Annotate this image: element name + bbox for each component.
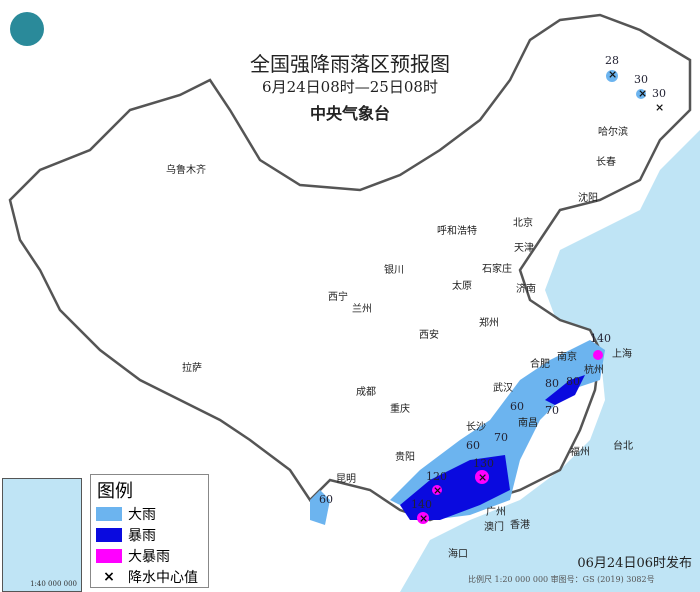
city-label: 济南 <box>516 284 536 295</box>
heavy-rain-area-ne <box>636 89 646 99</box>
city-label: 西安 <box>419 330 439 341</box>
extreme-rain-area <box>417 512 429 524</box>
city-label: 重庆 <box>390 404 410 415</box>
city-label: 沈阳 <box>578 193 598 204</box>
city-label: 石家庄 <box>482 264 512 275</box>
city-label: 银川 <box>384 265 404 276</box>
city-label: 福州 <box>570 447 590 458</box>
city-label: 昆明 <box>336 474 356 485</box>
legend-title: 图例 <box>97 481 133 502</box>
extreme-rain-area <box>432 485 442 495</box>
city-label: 武汉 <box>493 383 513 394</box>
legend-item-heavy-rain: 大雨 <box>96 503 208 524</box>
precip-center-marker: × <box>433 484 443 497</box>
precip-value: 70 <box>494 431 508 444</box>
precip-value: 140 <box>411 498 432 511</box>
legend-item-center-value: × 降水中心值 <box>103 568 198 586</box>
issuer: 中央气象台 <box>309 104 390 123</box>
city-label: 上海 <box>612 349 632 360</box>
precip-value: 60 <box>319 493 333 506</box>
cma-logo <box>10 12 44 46</box>
city-label: 郑州 <box>479 318 499 329</box>
precip-center-marker: × <box>655 101 665 114</box>
city-label: 哈尔滨 <box>598 127 628 138</box>
precip-value: 70 <box>545 404 559 417</box>
city-label: 太原 <box>452 281 472 292</box>
legend: 图例 大雨 暴雨 大暴雨 × 降水中心值 <box>90 474 209 588</box>
city-label: 海口 <box>448 549 468 560</box>
legend-item-rainstorm: 暴雨 <box>96 524 208 545</box>
precip-value: 80 <box>566 375 580 388</box>
precip-value: 60 <box>466 439 480 452</box>
precip-value: 28 <box>605 54 619 67</box>
city-label: 长春 <box>596 157 616 168</box>
city-label: 乌鲁木齐 <box>166 165 206 176</box>
city-label: 广州 <box>486 507 506 518</box>
city-label: 澳门 <box>484 522 504 533</box>
precip-value: 30 <box>652 87 666 100</box>
precip-value: 80 <box>545 377 559 390</box>
precip-center-marker: × <box>608 68 618 81</box>
precip-center-marker: × <box>478 471 488 484</box>
heavy-rain-area-ne <box>606 70 618 82</box>
rainstorm-area-north <box>545 375 585 405</box>
city-label: 杭州 <box>584 365 604 376</box>
city-label: 天津 <box>514 243 534 254</box>
precip-value: 30 <box>634 73 648 86</box>
city-label: 呼和浩特 <box>437 226 477 237</box>
city-label: 长沙 <box>466 422 486 433</box>
city-label: 台北 <box>613 441 633 452</box>
precip-center-marker: × <box>638 87 648 100</box>
heavy-rain-area-yunnan <box>310 490 330 525</box>
sea <box>400 130 700 592</box>
precip-value: 130 <box>473 457 494 470</box>
city-label: 兰州 <box>352 304 372 315</box>
city-label: 北京 <box>513 218 533 229</box>
city-label: 拉萨 <box>182 363 202 374</box>
inset-scale: 1:40 000 000 <box>30 580 77 588</box>
scale-note: 比例尺 1:20 000 000 审图号：GS (2019) 3082号 <box>468 575 655 584</box>
south-china-sea-inset: 1:40 000 000 <box>2 478 82 592</box>
city-label: 香港 <box>510 520 530 531</box>
precip-center-marker: × <box>419 512 429 525</box>
publish-time: 06月24日06时发布 <box>577 556 692 571</box>
forecast-period: 6月24日08时—25日08时 <box>262 78 438 96</box>
city-label: 合肥 <box>530 359 550 370</box>
city-label: 西宁 <box>328 292 348 303</box>
precip-value: 120 <box>426 470 447 483</box>
city-label: 南昌 <box>518 418 538 429</box>
extreme-rain-area <box>593 350 603 360</box>
precip-value: 60 <box>510 400 524 413</box>
map-title: 全国强降雨落区预报图 <box>250 52 450 76</box>
extreme-rain-area <box>475 470 489 484</box>
city-label: 成都 <box>356 387 376 398</box>
city-label: 南京 <box>557 352 577 363</box>
precip-value: 140 <box>590 332 611 345</box>
legend-item-heavy-rainstorm: 大暴雨 <box>96 545 208 566</box>
city-label: 贵阳 <box>395 452 415 463</box>
